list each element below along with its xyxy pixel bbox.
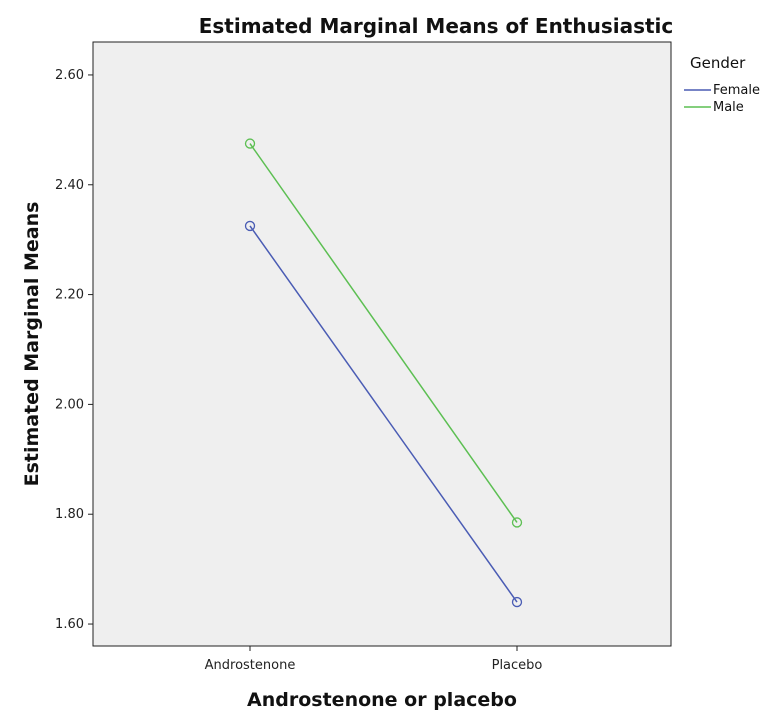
data-point-female bbox=[244, 220, 256, 232]
y-tick-label: 2.00 bbox=[55, 397, 84, 412]
x-axis-label: Androstenone or placebo bbox=[247, 689, 517, 711]
legend: Gender Female Male bbox=[684, 54, 760, 115]
series-group bbox=[244, 138, 523, 608]
x-tick-label: Androstenone bbox=[205, 658, 296, 673]
legend-items: Female Male bbox=[684, 83, 760, 115]
data-point-male bbox=[511, 517, 523, 528]
y-tick-label: 2.40 bbox=[55, 178, 84, 193]
y-tick-label: 2.60 bbox=[55, 68, 84, 83]
y-tick-label: 2.20 bbox=[55, 288, 84, 303]
y-tick-label: 1.80 bbox=[55, 507, 84, 522]
legend-title: Gender bbox=[690, 54, 746, 72]
y-tick-label: 1.60 bbox=[55, 617, 84, 632]
chart-title: Estimated Marginal Means of Enthusiastic bbox=[199, 14, 674, 38]
x-axis: Androstenone Placebo bbox=[205, 646, 543, 673]
plot-area bbox=[92, 41, 672, 647]
y-axis: 1.60 1.80 2.00 2.20 2.40 2.60 bbox=[55, 68, 93, 632]
legend-label-female: Female bbox=[713, 83, 760, 98]
series-line-male bbox=[249, 143, 518, 523]
x-tick-label: Placebo bbox=[492, 658, 543, 673]
series-line-female bbox=[249, 225, 518, 603]
data-point-male bbox=[244, 138, 256, 149]
data-point-female bbox=[511, 596, 523, 608]
y-axis-label: Estimated Marginal Means bbox=[21, 202, 43, 487]
legend-label-male: Male bbox=[713, 100, 744, 115]
